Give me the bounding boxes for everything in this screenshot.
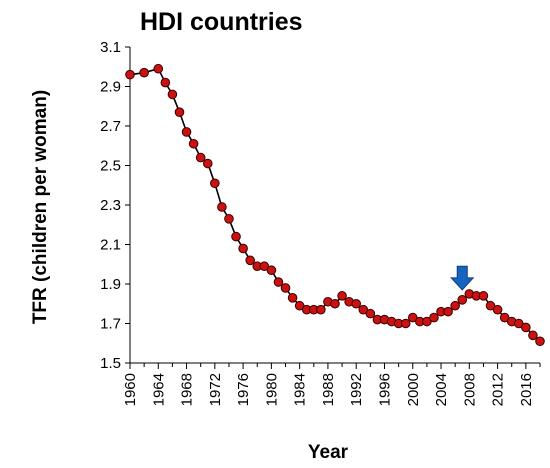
x-tick-label: 1972 bbox=[207, 373, 224, 406]
data-point bbox=[217, 202, 227, 212]
x-axis-title: Year bbox=[308, 442, 349, 463]
data-point bbox=[287, 293, 298, 303]
data-point bbox=[210, 178, 220, 189]
data-point bbox=[238, 243, 248, 254]
data-point bbox=[521, 322, 531, 333]
y-tick-label: 2.5 bbox=[100, 158, 121, 175]
y-tick-label: 2.1 bbox=[100, 237, 121, 254]
data-point bbox=[351, 298, 362, 309]
data-point bbox=[429, 312, 439, 323]
y-tick-label: 2.3 bbox=[100, 197, 121, 214]
x-tick-label: 1964 bbox=[150, 373, 167, 406]
y-tick-label: 1.5 bbox=[100, 355, 121, 372]
x-tick-label: 2012 bbox=[490, 373, 507, 406]
data-point bbox=[202, 158, 213, 169]
x-tick-label: 1988 bbox=[320, 373, 337, 406]
data-point bbox=[513, 318, 524, 329]
x-tick-label: 1980 bbox=[263, 373, 280, 406]
data-point bbox=[528, 330, 538, 341]
chart-title: HDI countries bbox=[140, 8, 303, 36]
data-point bbox=[231, 231, 241, 242]
data-point bbox=[443, 306, 453, 317]
data-point bbox=[153, 63, 164, 74]
down-arrow-annotation bbox=[450, 265, 475, 291]
y-axis-title: TFR (children per woman) bbox=[30, 90, 51, 324]
data-point bbox=[457, 295, 468, 305]
data-point bbox=[224, 214, 234, 224]
data-point bbox=[181, 127, 192, 137]
data-point bbox=[245, 255, 255, 266]
x-tick-label: 1976 bbox=[235, 373, 252, 406]
data-point bbox=[422, 316, 432, 327]
data-point bbox=[450, 300, 460, 311]
x-tick-label: 1984 bbox=[292, 373, 309, 406]
data-point bbox=[294, 300, 305, 311]
x-tick-label: 2000 bbox=[405, 373, 422, 406]
data-point bbox=[337, 291, 347, 301]
x-tick-label: 2004 bbox=[433, 373, 450, 406]
y-tick-label: 3.1 bbox=[100, 39, 121, 56]
x-tick-label: 2016 bbox=[518, 373, 535, 406]
data-point bbox=[174, 107, 185, 117]
y-tick-label: 2.9 bbox=[100, 79, 121, 96]
data-point bbox=[273, 277, 284, 287]
data-point bbox=[407, 312, 418, 323]
data-point bbox=[316, 304, 326, 315]
data-point bbox=[365, 308, 376, 319]
y-tick-label: 1.9 bbox=[100, 276, 121, 293]
data-point bbox=[478, 291, 489, 301]
data-point bbox=[259, 261, 270, 272]
data-point bbox=[330, 298, 340, 309]
data-point bbox=[492, 304, 503, 315]
data-point bbox=[125, 69, 135, 80]
data-point bbox=[160, 77, 171, 88]
data-point bbox=[195, 152, 206, 163]
data-point bbox=[139, 67, 149, 78]
data-point bbox=[266, 265, 277, 275]
data-point bbox=[400, 318, 411, 329]
data-point bbox=[280, 283, 291, 293]
x-tick-label: 1968 bbox=[179, 373, 196, 406]
data-point bbox=[167, 89, 178, 100]
data-point bbox=[535, 336, 545, 347]
data-point bbox=[358, 304, 369, 315]
data-point bbox=[188, 138, 199, 149]
plot-area: 1.5 1.7 1.9 2.1 2.3 2.5 2.7 2.9 3.1 1960 1964 1968 1… bbox=[100, 39, 545, 406]
data-point bbox=[485, 300, 496, 311]
data-point bbox=[499, 312, 510, 323]
x-tick-label: 1992 bbox=[348, 373, 365, 406]
x-tick-label: 2008 bbox=[461, 373, 478, 406]
x-tick-label: 1960 bbox=[122, 373, 139, 406]
y-tick-label: 2.7 bbox=[100, 118, 121, 135]
x-tick-label: 1996 bbox=[376, 373, 393, 406]
y-tick-label: 1.7 bbox=[100, 316, 121, 333]
